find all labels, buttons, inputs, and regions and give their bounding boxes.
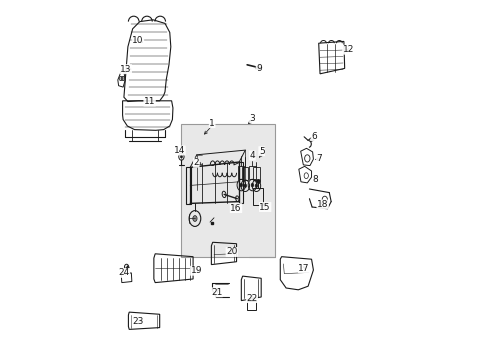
Bar: [253, 167, 259, 180]
Bar: [238, 166, 244, 179]
Circle shape: [244, 184, 246, 188]
Text: 6: 6: [310, 132, 316, 140]
Text: 22: 22: [246, 294, 257, 302]
Circle shape: [192, 216, 197, 221]
Text: 20: 20: [225, 248, 237, 256]
Text: 3: 3: [249, 113, 255, 122]
Bar: [249, 166, 255, 179]
Text: 5: 5: [258, 147, 264, 156]
Text: 21: 21: [210, 288, 222, 297]
Bar: [181, 124, 274, 257]
Text: 1: 1: [209, 118, 215, 127]
Text: 19: 19: [190, 266, 202, 275]
Text: 16: 16: [230, 204, 241, 212]
Text: 14: 14: [174, 146, 185, 155]
Text: 24: 24: [118, 269, 129, 277]
Circle shape: [240, 183, 242, 187]
Text: 9: 9: [256, 64, 262, 73]
Text: 23: 23: [132, 317, 143, 325]
Text: 11: 11: [143, 97, 155, 106]
Text: 18: 18: [316, 200, 328, 209]
Text: 2: 2: [193, 158, 199, 167]
Circle shape: [255, 184, 257, 188]
Circle shape: [251, 183, 253, 187]
Circle shape: [180, 155, 182, 158]
Text: 12: 12: [342, 45, 353, 54]
Text: 8: 8: [312, 175, 318, 184]
Text: 7: 7: [316, 154, 322, 163]
Bar: [242, 167, 248, 180]
Text: 15: 15: [259, 202, 270, 211]
Bar: [252, 188, 262, 205]
Text: 13: 13: [120, 65, 131, 74]
Text: 4: 4: [249, 151, 255, 160]
Text: 17: 17: [298, 264, 309, 273]
Text: 10: 10: [132, 36, 143, 45]
